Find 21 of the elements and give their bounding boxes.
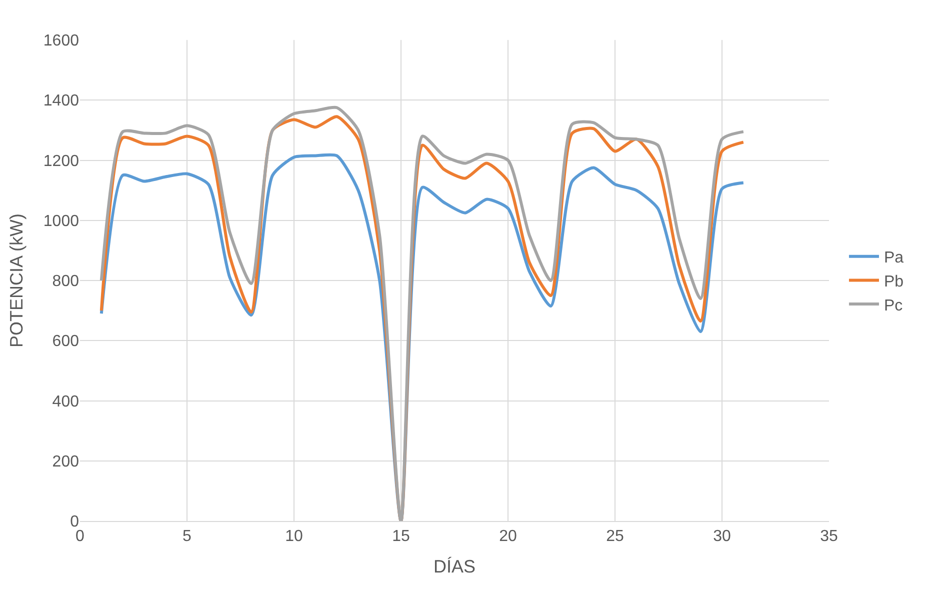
x-tick-label: 20	[499, 528, 517, 546]
y-tick-label: 1000	[43, 212, 80, 230]
legend-label: Pc	[884, 297, 903, 314]
legend-label: Pb	[884, 273, 904, 290]
x-tick-label: 30	[713, 528, 731, 546]
y-tick-label: 600	[52, 333, 80, 350]
x-tick-label: 15	[392, 528, 410, 546]
y-tick-label: 400	[52, 393, 80, 410]
x-axis-title: DÍAS	[433, 556, 476, 576]
y-tick-label: 1400	[43, 92, 80, 110]
x-tick-label: 10	[285, 528, 303, 546]
x-tick-label: 35	[820, 528, 838, 546]
y-tick-label: 0	[70, 514, 80, 531]
y-tick-label: 1200	[43, 152, 80, 170]
y-axis-title: POTENCIA (kW)	[6, 214, 27, 348]
y-tick-label: 1600	[43, 32, 80, 50]
x-tick-label: 5	[182, 528, 192, 546]
y-tick-label: 200	[52, 453, 80, 470]
legend-label: Pa	[884, 250, 904, 267]
x-tick-label: 25	[606, 528, 624, 546]
y-tick-label: 800	[52, 273, 80, 290]
